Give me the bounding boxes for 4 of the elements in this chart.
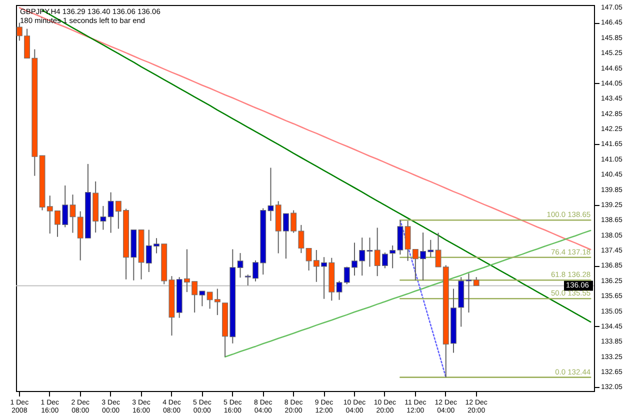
line-series	[224, 230, 592, 358]
line-series	[18, 7, 592, 250]
line-series	[400, 220, 447, 378]
candlestick	[237, 252, 244, 278]
